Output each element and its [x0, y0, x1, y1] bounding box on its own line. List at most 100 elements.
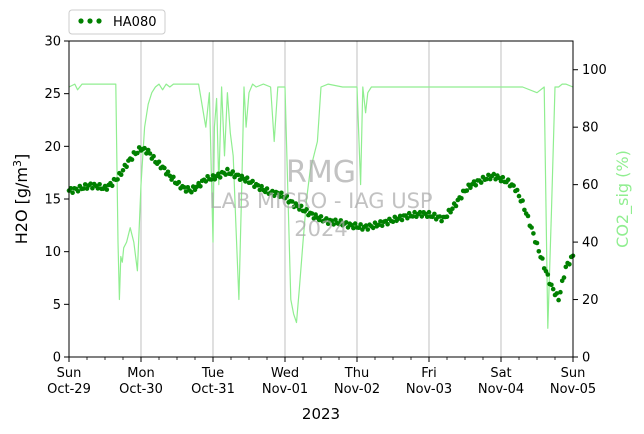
h2o-point — [540, 256, 545, 261]
h2o-point — [419, 214, 425, 219]
h2o-point — [284, 193, 290, 199]
h2o-point — [259, 183, 264, 189]
h2o-point — [171, 174, 176, 180]
h2o-point — [478, 180, 484, 185]
h2o-point — [412, 209, 417, 215]
h2o-point — [343, 220, 349, 225]
h2o-point — [210, 173, 216, 178]
h2o-point — [392, 214, 398, 220]
legend-marker — [87, 18, 93, 24]
h2o-point — [124, 164, 129, 170]
x-tick-label-day: Mon — [127, 366, 154, 381]
watermark: RMG LAB MICRO - IAG USP 2024 — [209, 155, 432, 241]
h2o-point — [298, 203, 304, 209]
legend: HA080 — [68, 9, 166, 35]
h2o-point — [135, 150, 140, 156]
h2o-point — [424, 214, 430, 219]
h2o-point — [536, 249, 542, 254]
h2o-point — [324, 216, 329, 221]
h2o-point — [151, 153, 156, 159]
co2-series — [68, 83, 574, 329]
h2o-point — [444, 214, 450, 219]
h2o-point — [262, 189, 268, 195]
h2o-point — [545, 272, 551, 277]
x-tick-label-day: Wed — [271, 366, 299, 381]
h2o-point — [244, 175, 250, 180]
y-left-tick-label: 0 — [53, 351, 61, 366]
h2o-point — [516, 193, 522, 199]
h2o-point — [277, 194, 282, 200]
h2o-point — [520, 198, 525, 203]
h2o-point — [223, 172, 228, 177]
x-axis: SunOct-29MonOct-30TueOct-31WedNov-01ThuN… — [47, 357, 596, 397]
h2o-point — [189, 189, 194, 195]
h2o-point — [109, 183, 115, 189]
h2o-point — [68, 186, 74, 191]
y-right-tick-label: 40 — [582, 236, 599, 251]
h2o-point — [95, 186, 101, 191]
y-right-tick-label: 80 — [582, 121, 599, 136]
h2o-point — [491, 171, 497, 177]
h2o-point — [336, 221, 342, 227]
h2o-point — [505, 177, 511, 182]
h2o-point — [459, 196, 464, 201]
x-tick-label-day: Sun — [57, 366, 82, 381]
h2o-point — [372, 220, 378, 225]
h2o-point — [129, 157, 135, 162]
h2o-point — [432, 211, 437, 217]
h2o-point — [225, 166, 230, 172]
h2o-point — [498, 178, 504, 184]
h2o-point — [297, 207, 302, 212]
x-tick-label-date: Nov-03 — [406, 382, 452, 397]
h2o-point — [531, 231, 536, 236]
h2o-point — [468, 185, 473, 191]
h2o-point — [352, 221, 358, 226]
h2o-point — [563, 264, 569, 270]
h2o-point — [88, 181, 93, 186]
h2o-point — [270, 188, 275, 194]
h2o-point — [311, 216, 317, 221]
h2o-point — [162, 165, 167, 171]
co2-sig-line — [68, 83, 574, 329]
x-tick-label-date: Oct-30 — [119, 382, 163, 397]
h2o-point — [289, 199, 295, 204]
h2o-point — [194, 184, 200, 190]
h2o-point — [561, 275, 567, 280]
h2o-point — [426, 209, 432, 215]
h2o-point — [264, 186, 270, 191]
h2o-point — [363, 223, 369, 228]
h2o-point — [257, 187, 263, 193]
y-left-tick-label: 30 — [44, 35, 61, 50]
h2o-point — [351, 225, 356, 231]
watermark-lab: LAB MICRO - IAG USP — [209, 189, 432, 213]
h2o-point — [379, 223, 385, 228]
h2o-point — [390, 219, 396, 224]
x-tick-label-date: Nov-05 — [550, 382, 596, 397]
legend-box — [68, 9, 166, 35]
h2o-point — [230, 169, 236, 174]
h2o-point — [142, 145, 147, 151]
x-tick-label-date: Nov-02 — [334, 382, 380, 397]
h2o-point — [181, 185, 187, 190]
h2o-point — [331, 222, 336, 227]
h2o-point — [529, 225, 534, 230]
h2o-point — [397, 213, 403, 219]
h2o-point — [450, 206, 455, 211]
h2o-point — [554, 291, 560, 296]
h2o-point — [104, 187, 110, 192]
h2o-point — [70, 190, 75, 195]
h2o-point — [275, 190, 281, 196]
h2o-point — [486, 172, 491, 178]
y-right-tick-label: 60 — [582, 178, 599, 193]
h2o-point — [549, 282, 554, 288]
h2o-point — [216, 171, 221, 177]
h2o-point — [183, 189, 189, 194]
h2o-point — [405, 215, 410, 221]
h2o-point — [473, 183, 479, 188]
h2o-point — [370, 225, 376, 231]
h2o-point — [147, 151, 153, 156]
h2o-point — [338, 218, 344, 223]
x-tick-label-day: Thu — [344, 366, 369, 381]
h2o-point — [309, 211, 315, 216]
